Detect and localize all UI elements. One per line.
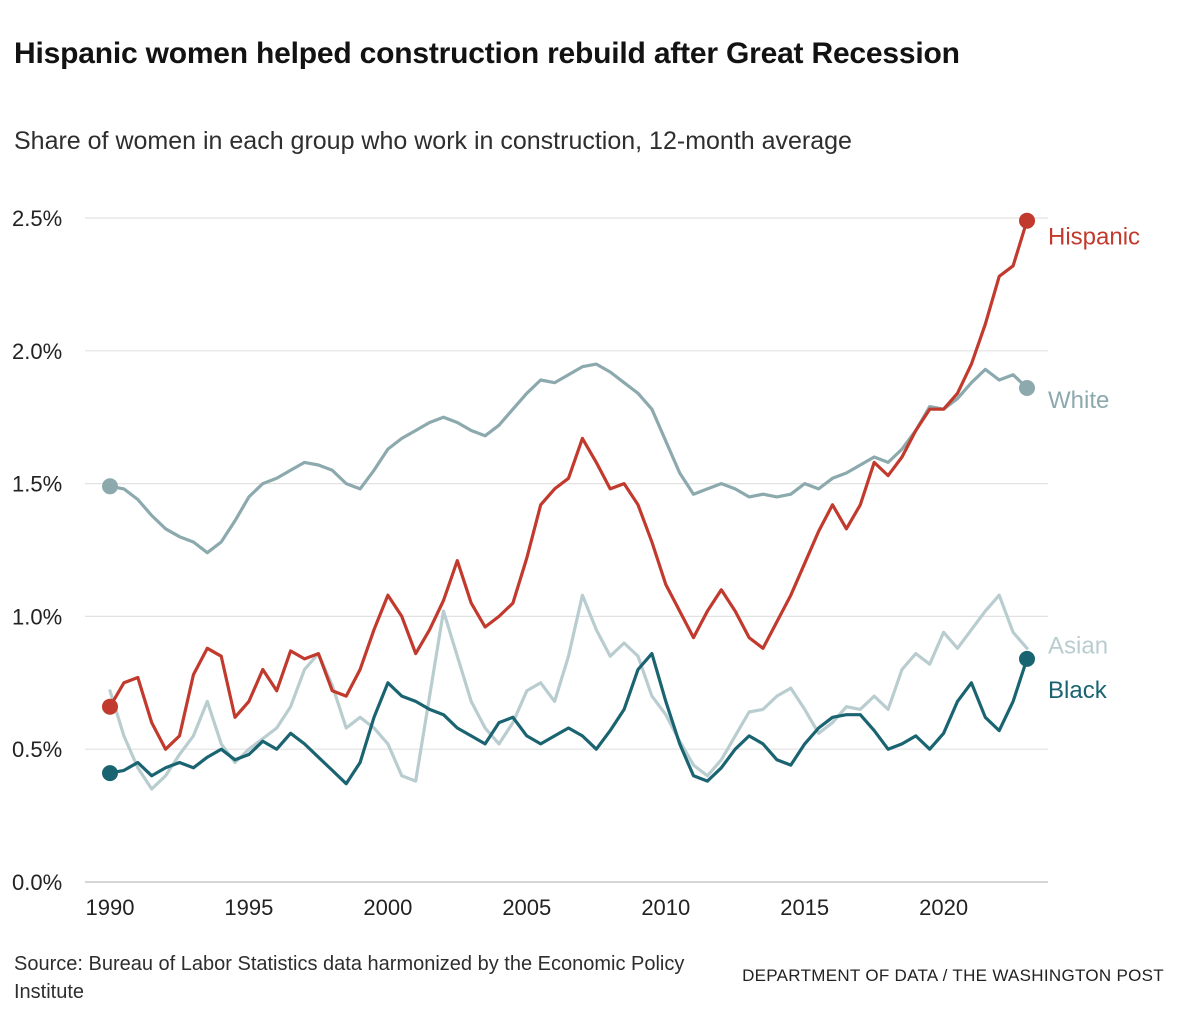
x-tick-label: 2020 bbox=[919, 895, 968, 920]
end-dot-hispanic bbox=[1019, 212, 1035, 229]
start-dot-hispanic bbox=[102, 698, 118, 715]
series-line-white bbox=[108, 362, 1029, 555]
end-dot-white bbox=[1019, 380, 1035, 396]
y-tick-label: 1.5% bbox=[12, 472, 62, 497]
series-label-black: Black bbox=[1048, 677, 1108, 704]
y-tick-label: 2.5% bbox=[12, 206, 62, 231]
credit-line: DEPARTMENT OF DATA / THE WASHINGTON POST bbox=[742, 966, 1164, 985]
y-tick-label: 1.0% bbox=[12, 604, 62, 629]
x-tick-label: 2015 bbox=[780, 895, 829, 920]
y-tick-label: 0.0% bbox=[12, 870, 62, 895]
series-label-hispanic: Hispanic bbox=[1048, 224, 1140, 251]
source-note: Source: Bureau of Labor Statistics data … bbox=[14, 953, 685, 1004]
page-title: Hispanic women helped construction rebui… bbox=[14, 37, 960, 71]
series-label-white: White bbox=[1048, 387, 1109, 414]
series-line-black bbox=[108, 651, 1029, 786]
chart-subtitle: Share of women in each group who work in… bbox=[14, 127, 852, 155]
x-tick-label: 2000 bbox=[363, 895, 412, 920]
y-tick-label: 2.0% bbox=[12, 339, 62, 364]
start-dot-black bbox=[102, 765, 118, 782]
x-tick-label: 2010 bbox=[641, 895, 690, 920]
y-tick-label: 0.5% bbox=[12, 737, 62, 762]
start-dot-white bbox=[102, 478, 118, 495]
x-tick-label: 1995 bbox=[224, 895, 273, 920]
series-label-asian: Asian bbox=[1048, 632, 1108, 659]
x-tick-label: 1990 bbox=[86, 895, 135, 920]
series-line-asian bbox=[108, 593, 1029, 791]
x-tick-label: 2005 bbox=[502, 895, 551, 920]
end-dot-black bbox=[1019, 650, 1035, 667]
series-line-hispanic bbox=[108, 219, 1029, 751]
